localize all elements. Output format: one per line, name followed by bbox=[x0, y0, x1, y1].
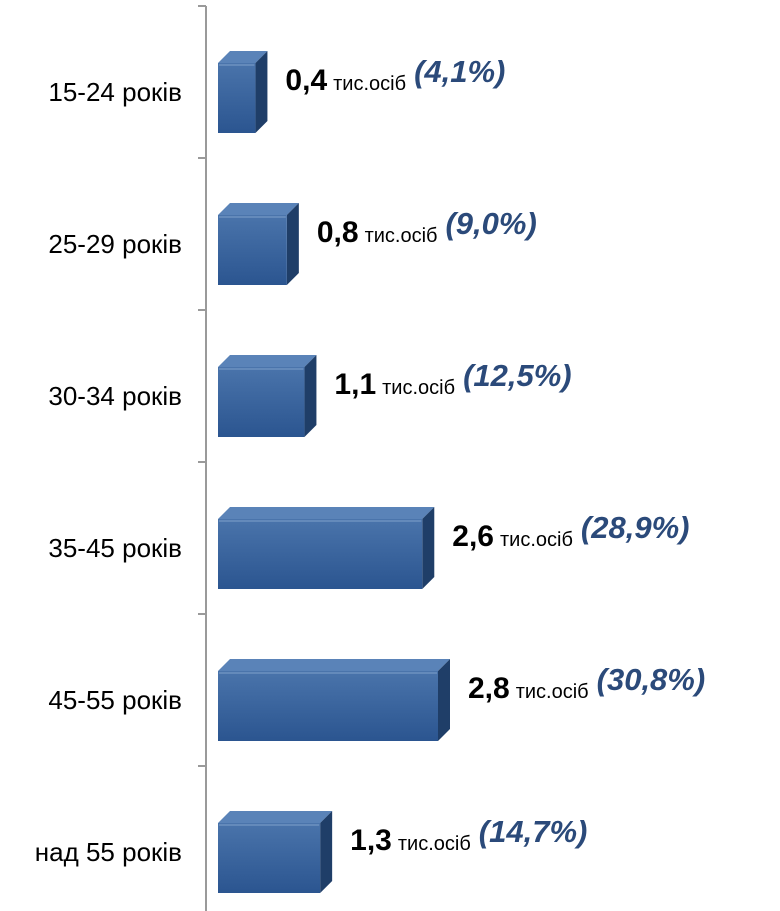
bar-top-face bbox=[218, 659, 450, 671]
percent-label: (28,9%) bbox=[581, 510, 690, 545]
percent-label: (30,8%) bbox=[597, 662, 706, 697]
bar-top-face bbox=[218, 51, 268, 63]
value-number: 0,4 bbox=[285, 64, 327, 97]
value-number: 0,8 bbox=[317, 216, 359, 249]
bar bbox=[218, 51, 268, 133]
bar-side-face bbox=[286, 203, 299, 285]
category-label: над 55 років bbox=[35, 837, 182, 867]
bar-front-face bbox=[218, 823, 321, 893]
category-label: 35-45 років bbox=[48, 533, 182, 563]
value-number: 1,1 bbox=[334, 368, 376, 401]
value-number: 2,8 bbox=[468, 672, 510, 705]
bar-top-face bbox=[218, 203, 299, 215]
bar-side-face bbox=[255, 51, 268, 133]
value-unit: тис.осіб bbox=[500, 529, 573, 551]
bar-side-face bbox=[304, 355, 317, 437]
value-number: 1,3 bbox=[350, 824, 392, 857]
value-unit: тис.осіб bbox=[382, 377, 455, 399]
bar-front-face bbox=[218, 215, 287, 285]
bar-side-face bbox=[438, 659, 450, 741]
bars bbox=[218, 51, 450, 893]
value-label: 0,8 тис.осіб (9,0%) bbox=[317, 206, 537, 249]
bar bbox=[218, 507, 435, 589]
category-label: 15-24 років bbox=[48, 77, 182, 107]
bar bbox=[218, 659, 450, 741]
value-unit: тис.осіб bbox=[333, 73, 406, 95]
bar-top-face bbox=[218, 811, 333, 823]
percent-label: (4,1%) bbox=[414, 54, 505, 89]
value-label: 0,4 тис.осіб (4,1%) bbox=[285, 54, 505, 97]
percent-label: (12,5%) bbox=[463, 358, 572, 393]
bar-front-face bbox=[218, 367, 305, 437]
value-label: 1,1 тис.осіб (12,5%) bbox=[334, 358, 571, 401]
value-unit: тис.осіб bbox=[398, 833, 471, 855]
category-label: 45-55 років bbox=[48, 685, 182, 715]
bar-side-face bbox=[320, 811, 333, 893]
value-unit: тис.осіб bbox=[516, 681, 589, 703]
bar-top-face bbox=[218, 507, 435, 519]
bar bbox=[218, 355, 317, 437]
bar-front-face bbox=[218, 671, 438, 741]
labels: 15-24 років 0,4 тис.осіб (4,1%) 25-29 років 0… bbox=[35, 54, 705, 867]
value-label: 1,3 тис.осіб (14,7%) bbox=[350, 814, 587, 857]
bar bbox=[218, 811, 333, 893]
bar-front-face bbox=[218, 63, 256, 133]
percent-label: (14,7%) bbox=[479, 814, 588, 849]
value-label: 2,6 тис.осіб (28,9%) bbox=[452, 510, 689, 553]
category-label: 25-29 років bbox=[48, 229, 182, 259]
bar-front-face bbox=[218, 519, 423, 589]
value-label: 2,8 тис.осіб (30,8%) bbox=[468, 662, 705, 705]
category-label: 30-34 років bbox=[48, 381, 182, 411]
bar bbox=[218, 203, 299, 285]
value-number: 2,6 bbox=[452, 520, 494, 553]
bar-top-face bbox=[218, 355, 317, 367]
bar-side-face bbox=[422, 507, 435, 589]
category-axis bbox=[198, 5, 207, 911]
percent-label: (9,0%) bbox=[445, 206, 536, 241]
value-unit: тис.осіб bbox=[365, 225, 438, 247]
